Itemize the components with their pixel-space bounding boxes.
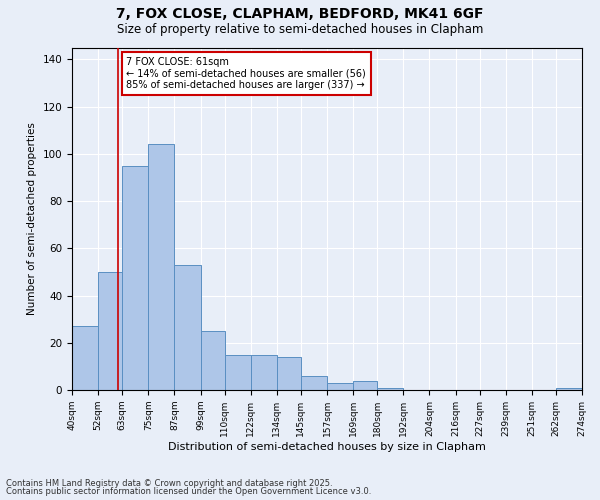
Text: 7 FOX CLOSE: 61sqm
← 14% of semi-detached houses are smaller (56)
85% of semi-de: 7 FOX CLOSE: 61sqm ← 14% of semi-detache… [127,57,366,90]
Bar [327,383,353,390]
Bar [200,331,224,390]
Bar [224,354,251,390]
Text: Contains public sector information licensed under the Open Government Licence v3: Contains public sector information licen… [6,487,371,496]
X-axis label: Distribution of semi-detached houses by size in Clapham: Distribution of semi-detached houses by … [168,442,486,452]
Bar [353,380,377,390]
Text: Contains HM Land Registry data © Crown copyright and database right 2025.: Contains HM Land Registry data © Crown c… [6,478,332,488]
Bar [72,326,98,390]
Bar [122,166,148,390]
Bar [148,144,175,390]
Bar [98,272,122,390]
Text: Size of property relative to semi-detached houses in Clapham: Size of property relative to semi-detach… [117,22,483,36]
Bar [301,376,327,390]
Bar [556,388,582,390]
Bar [175,265,200,390]
Bar [277,357,301,390]
Bar [251,354,277,390]
Y-axis label: Number of semi-detached properties: Number of semi-detached properties [27,122,37,315]
Text: 7, FOX CLOSE, CLAPHAM, BEDFORD, MK41 6GF: 7, FOX CLOSE, CLAPHAM, BEDFORD, MK41 6GF [116,8,484,22]
Bar [377,388,403,390]
